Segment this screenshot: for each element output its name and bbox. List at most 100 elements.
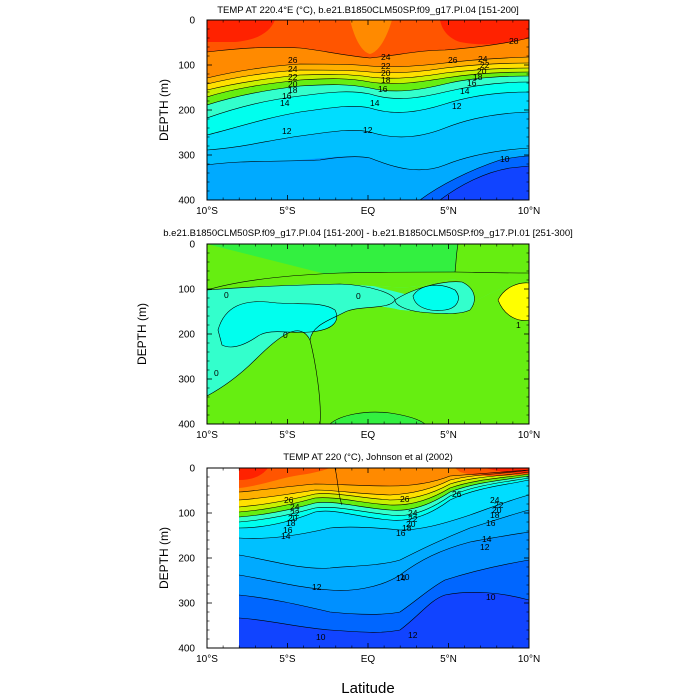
contour-label: 14 (281, 531, 291, 541)
contour-label: 20 (492, 505, 502, 515)
contour-label: 14 (396, 573, 406, 583)
contour-label: 16 (396, 528, 406, 538)
panel-obs-title: TEMP AT 220 (°C), Johnson et al (2002) (283, 452, 453, 463)
contour-label: 14 (460, 86, 470, 96)
y-tick-label: 200 (178, 554, 195, 565)
x-tick-label: 5°N (440, 206, 457, 217)
contour-label: 10 (486, 592, 496, 602)
contour-label: 20 (288, 513, 298, 523)
panel-diff-title: b.e21.B1850CLM50SP.f09_g17.PI.04 [151-20… (163, 228, 573, 239)
y-tick-label: 100 (178, 509, 195, 520)
y-tick-label: 400 (178, 196, 195, 207)
contour-label: 12 (363, 125, 373, 135)
contour-label: 24 (408, 508, 418, 518)
contour-label: 14 (280, 98, 290, 108)
contour-label: 16 (282, 91, 292, 101)
contour-label: 28 (509, 36, 519, 46)
contour-label: 18 (490, 510, 500, 520)
panel-model-field (207, 20, 529, 200)
contour-label: 14 (482, 534, 492, 544)
contour-label: 12 (282, 126, 292, 136)
y-axis-label: DEPTH (m) (157, 527, 171, 589)
contour-label: 26 (288, 55, 298, 65)
x-tick-label: 10°N (518, 206, 540, 217)
y-tick-label: 400 (178, 644, 195, 655)
contour-label: 14 (370, 98, 380, 108)
y-axis-label: DEPTH (m) (157, 79, 171, 141)
contour-label: 16 (467, 78, 477, 88)
x-tick-label: 10°S (196, 206, 218, 217)
contour-label: 26 (400, 494, 410, 504)
panel-model: TEMP AT 220.4°E (°C), b.e21.B1850CLM50SP… (206, 5, 530, 201)
contour-label: 24 (478, 54, 488, 64)
panel-model-contour-labels: 28 26 24 22 20 18 16 14 12 10 26 24 22 2… (280, 36, 519, 164)
x-tick-label: 10°N (518, 430, 540, 441)
x-tick-label: 10°N (518, 654, 540, 665)
y-tick-label: 100 (178, 285, 195, 296)
y-tick-label: 100 (178, 61, 195, 72)
contour-label: 0 (356, 291, 361, 301)
x-tick-label: EQ (361, 430, 376, 441)
contour-label: 20 (477, 66, 487, 76)
contour-label: 1 (516, 320, 521, 330)
x-tick-label: EQ (361, 206, 376, 217)
x-tick-label: 5°N (440, 430, 457, 441)
contour-label: 0 (224, 290, 229, 300)
contour-label: 26 (284, 495, 294, 505)
contour-label: 16 (486, 518, 496, 528)
contour-label: 0 (283, 330, 288, 340)
panel-model-title: TEMP AT 220.4°E (°C), b.e21.B1850CLM50SP… (217, 5, 519, 16)
panel-diff-field (207, 244, 529, 424)
y-tick-label: 0 (189, 240, 195, 251)
panel-obs: TEMP AT 220 (°C), Johnson et al (2002) (206, 452, 530, 649)
x-tick-label: 5°S (279, 206, 296, 217)
contour-label: 12 (452, 101, 462, 111)
contour-label: 26 (448, 55, 458, 65)
x-tick-label: EQ (361, 654, 376, 665)
contour-label: 24 (290, 502, 300, 512)
contour-label: 22 (408, 514, 418, 524)
contour-label: 18 (288, 85, 298, 95)
contour-label: 20 (381, 68, 391, 78)
contour-label: 12 (408, 630, 418, 640)
contour-label: 22 (288, 72, 298, 82)
contour-label: 16 (283, 525, 293, 535)
contour-label: 20 (288, 79, 298, 89)
contour-label: 18 (381, 75, 391, 85)
contour-label: 16 (378, 84, 388, 94)
contour-label: 24 (288, 64, 298, 74)
contour-label: 26 (452, 489, 462, 499)
y-tick-label: 300 (178, 151, 195, 162)
contour-label: 18 (473, 72, 483, 82)
contour-label: 10 (400, 572, 410, 582)
contour-label: 12 (312, 582, 322, 592)
panel-diff-contour-labels: 0 0 0 0 1 (214, 290, 521, 378)
contour-label: 18 (402, 523, 412, 533)
y-tick-label: 0 (189, 16, 195, 27)
y-tick-label: 300 (178, 599, 195, 610)
contour-label: 24 (381, 52, 391, 62)
contour-label: 10 (500, 154, 510, 164)
y-tick-label: 0 (189, 464, 195, 475)
contour-label: 22 (381, 61, 391, 71)
x-tick-label: 5°S (279, 654, 296, 665)
contour-label: 24 (490, 495, 500, 505)
y-axis-label: DEPTH (m) (135, 303, 149, 365)
x-axis-label: Latitude (341, 680, 394, 697)
contour-label: 0 (214, 368, 219, 378)
contour-label: 18 (286, 518, 296, 528)
y-tick-label: 200 (178, 106, 195, 117)
y-tick-label: 300 (178, 375, 195, 386)
x-tick-label: 10°S (196, 430, 218, 441)
y-tick-label: 400 (178, 420, 195, 431)
contour-label: 20 (406, 519, 416, 529)
panel-obs-field (207, 468, 529, 648)
contour-label: 22 (480, 60, 490, 70)
x-tick-label: 5°N (440, 654, 457, 665)
contour-label: 22 (290, 508, 300, 518)
panel-obs-contour-labels: 26 24 22 20 18 16 14 12 10 26 24 22 20 1… (281, 489, 504, 642)
contour-label: 12 (480, 542, 490, 552)
y-tick-label: 200 (178, 330, 195, 341)
